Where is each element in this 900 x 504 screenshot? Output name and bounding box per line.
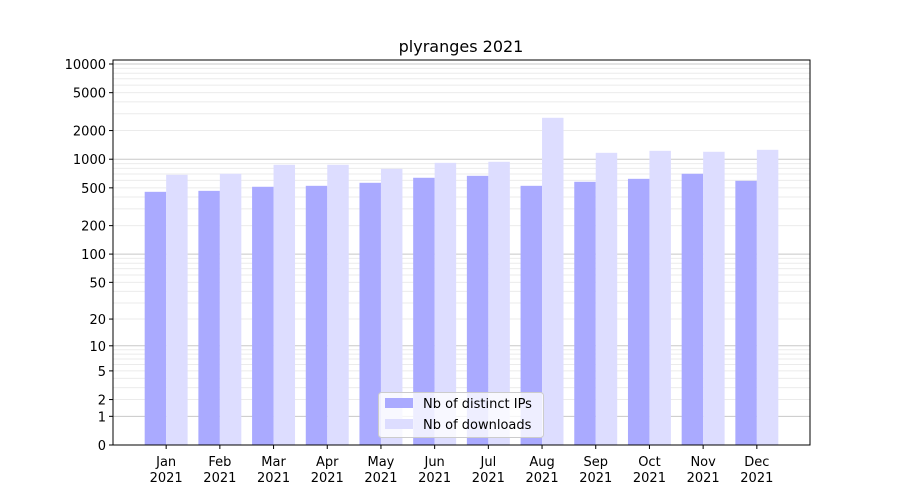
x-axis: Jan 2021 Feb 2021 Mar 2021 Apr 2021 May 2021 Jun 20… bbox=[150, 445, 773, 486]
bar-distinct-ips bbox=[735, 180, 757, 445]
bar-distinct-ips bbox=[681, 173, 704, 445]
x-tick-label: Aug 2021 bbox=[526, 455, 559, 486]
x-tick-label: Jun 2021 bbox=[418, 455, 451, 486]
bar-downloads bbox=[542, 117, 564, 446]
bar-distinct-ips bbox=[466, 175, 489, 446]
y-tick-label: 10000 bbox=[65, 58, 106, 73]
x-tick-label: Apr 2021 bbox=[311, 455, 344, 486]
bar-distinct-ips bbox=[627, 178, 650, 446]
y-tick-label: 20 bbox=[89, 313, 106, 328]
y-tick-label: 1000 bbox=[73, 153, 106, 168]
bar-downloads bbox=[649, 150, 671, 446]
bar-distinct-ips bbox=[574, 181, 596, 445]
x-tick-label: Nov 2021 bbox=[687, 455, 720, 486]
x-tick-label: Jan 2021 bbox=[150, 455, 183, 486]
y-tick-label: 100 bbox=[81, 248, 106, 263]
x-tick-label: Dec 2021 bbox=[740, 455, 773, 486]
y-tick-label: 0 bbox=[98, 439, 106, 454]
bar-distinct-ips bbox=[198, 190, 220, 445]
y-tick-label: 500 bbox=[81, 182, 106, 197]
bar-downloads bbox=[434, 162, 457, 445]
y-axis: 0 12 5 10 20 50 100 200 500 1000 2000 5000 10000 bbox=[65, 58, 113, 454]
x-tick-label: Mar 2021 bbox=[257, 455, 290, 486]
legend-box bbox=[378, 392, 544, 438]
bar-downloads bbox=[756, 149, 779, 445]
y-tick-label: 5 bbox=[98, 365, 106, 380]
bar-distinct-ips bbox=[520, 185, 543, 445]
y-tick-label: 50 bbox=[89, 276, 106, 291]
y-tick-label: 2 bbox=[98, 394, 106, 409]
bar-distinct-ips bbox=[144, 191, 167, 445]
bar-downloads bbox=[273, 164, 296, 445]
y-tick-label: 5000 bbox=[73, 87, 106, 102]
x-tick-label: May 2021 bbox=[364, 455, 397, 486]
bar-distinct-ips bbox=[305, 185, 328, 445]
y-tick-label: 10 bbox=[89, 340, 106, 355]
bar-distinct-ips bbox=[252, 186, 274, 445]
y-tick-label: 2000 bbox=[73, 125, 106, 140]
bar-downloads bbox=[327, 164, 349, 445]
x-tick-label: Feb 2021 bbox=[203, 455, 236, 486]
y-tick-label: 1 bbox=[98, 410, 106, 425]
bar-distinct-ips bbox=[413, 177, 435, 446]
bar-downloads bbox=[166, 174, 188, 445]
bar-downloads bbox=[219, 173, 242, 445]
bar-downloads bbox=[488, 161, 510, 445]
bars bbox=[144, 117, 779, 446]
bar-downloads bbox=[595, 152, 618, 446]
bar-downloads bbox=[703, 151, 725, 446]
plot-frame bbox=[112, 59, 811, 446]
x-tick-label: Oct 2021 bbox=[633, 455, 666, 486]
x-tick-label: Jul 2021 bbox=[472, 455, 505, 486]
bar-downloads bbox=[380, 168, 403, 445]
legend-label: Nb of downloads bbox=[423, 418, 532, 433]
y-tick-label: 200 bbox=[81, 220, 106, 235]
chart-title: plyranges 2021 bbox=[399, 37, 524, 56]
legend-swatch bbox=[385, 419, 413, 429]
x-tick-label: Sep 2021 bbox=[579, 455, 612, 486]
legend: Nb of distinct IPs Nb of downloads bbox=[378, 392, 544, 438]
legend-swatch bbox=[385, 398, 413, 408]
legend-label: Nb of distinct IPs bbox=[423, 397, 532, 412]
bar-distinct-ips bbox=[359, 182, 381, 445]
